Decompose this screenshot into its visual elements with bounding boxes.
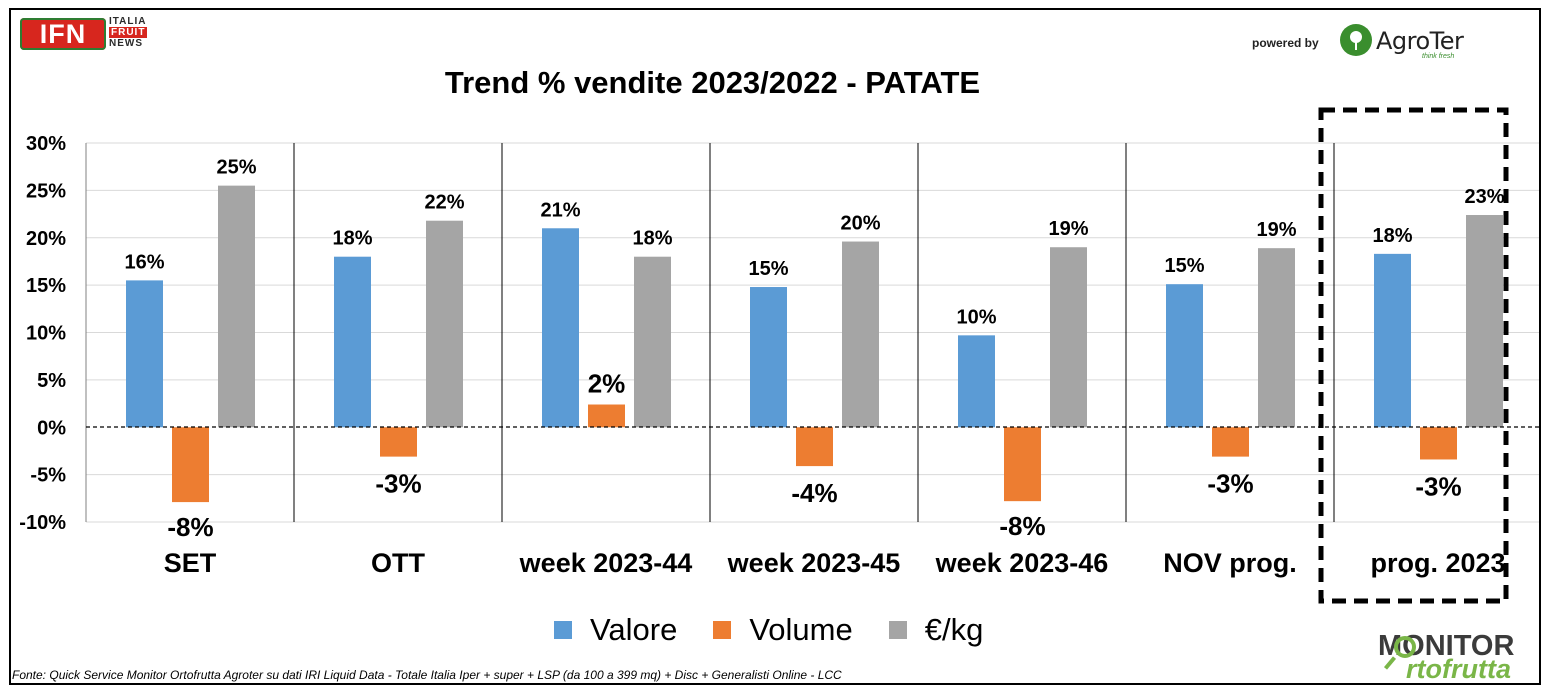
x-category-label: week 2023-45 <box>727 548 901 578</box>
bar-valore-3 <box>750 287 787 428</box>
legend-swatch-valore <box>554 621 572 639</box>
chart-frame <box>9 8 1541 685</box>
bar-volume-0 <box>172 427 209 503</box>
data-label: 22% <box>424 192 464 214</box>
ifn-word-news: NEWS <box>109 38 143 49</box>
data-label: 18% <box>632 228 672 250</box>
ifn-logo: IFN ITALIA FRUIT NEWS <box>20 16 165 52</box>
agroter-tagline: think fresh <box>1422 53 1455 60</box>
data-label: 23% <box>1464 186 1504 208</box>
data-label: 15% <box>1164 255 1204 277</box>
legend-label-valore: Valore <box>590 612 678 647</box>
legend-label-volume: Volume <box>749 612 853 647</box>
y-tick-label: 5% <box>37 370 66 392</box>
bar-volume-2 <box>588 404 625 428</box>
legend-label-prezzo: €/kg <box>924 612 984 647</box>
legend-swatch-volume <box>713 621 732 639</box>
data-label: 15% <box>748 258 788 280</box>
chart-title: Trend % vendite 2023/2022 - PATATE <box>444 65 981 100</box>
bar-valore-5 <box>1166 284 1203 428</box>
bar-valore-0 <box>126 280 163 428</box>
ifn-word-italia: ITALIA <box>109 16 147 27</box>
ifn-logo-badge: IFN <box>20 18 106 50</box>
x-category-label: prog. 2023 <box>1370 548 1505 578</box>
data-label: -3% <box>1207 469 1253 499</box>
legend-item-prezzo: €/kg <box>888 612 984 648</box>
agroter-tree-icon <box>1340 24 1372 56</box>
legend-item-valore: Valore <box>554 612 677 648</box>
data-label: -3% <box>1415 471 1461 501</box>
source-note: Fonte: Quick Service Monitor Ortofrutta … <box>12 668 842 682</box>
bar-kg-0 <box>218 185 255 428</box>
y-tick-label: -10% <box>19 512 66 534</box>
data-label: -4% <box>791 478 837 508</box>
data-label: -3% <box>375 469 421 499</box>
agroter-logo: AgroTer think fresh <box>1340 22 1470 62</box>
y-tick-label: 20% <box>26 228 66 250</box>
bar-kg-5 <box>1258 248 1295 428</box>
chart-legend: Valore Volume €/kg <box>554 610 1019 650</box>
bar-valore-4 <box>958 335 995 428</box>
data-label: 18% <box>1372 225 1412 247</box>
data-label: 19% <box>1048 218 1088 240</box>
y-tick-label: -5% <box>30 465 66 487</box>
bar-valore-2 <box>542 228 579 428</box>
x-category-label: NOV prog. <box>1163 548 1297 578</box>
bar-kg-1 <box>426 220 463 428</box>
magnifier-icon <box>1394 636 1416 658</box>
bar-volume-1 <box>380 427 417 457</box>
data-label: 2% <box>588 369 626 399</box>
x-category-label: OTT <box>371 548 425 578</box>
bar-volume-6 <box>1420 427 1457 460</box>
data-label: -8% <box>167 512 213 542</box>
bar-volume-5 <box>1212 427 1249 457</box>
y-tick-label: 10% <box>26 323 66 345</box>
bar-volume-3 <box>796 427 833 467</box>
x-category-label: week 2023-46 <box>935 548 1109 578</box>
bar-kg-2 <box>634 256 671 428</box>
powered-by-label: powered by <box>1252 36 1319 50</box>
monitor-ortofrutta-logo: MONITOR rtofrutta <box>1378 630 1538 686</box>
legend-item-volume: Volume <box>713 612 853 648</box>
data-label: 18% <box>332 228 372 250</box>
data-label: 21% <box>540 199 580 221</box>
data-label: -8% <box>999 511 1045 541</box>
agroter-name: AgroTer <box>1376 27 1464 55</box>
x-category-label: week 2023-44 <box>519 548 693 578</box>
y-tick-label: 25% <box>26 180 66 202</box>
data-label: 16% <box>124 251 164 273</box>
bar-volume-4 <box>1004 427 1041 502</box>
y-tick-label: 30% <box>26 133 66 155</box>
data-label: 19% <box>1256 219 1296 241</box>
monitor-logo-bottom: rtofrutta <box>1406 654 1511 684</box>
y-tick-label: 0% <box>37 417 66 439</box>
ifn-word-fruit: FRUIT <box>109 27 148 38</box>
bar-valore-6 <box>1374 253 1411 428</box>
ifn-logo-words: ITALIA FRUIT NEWS <box>109 16 148 49</box>
bar-kg-4 <box>1050 247 1087 428</box>
bar-kg-3 <box>842 241 879 428</box>
data-label: 10% <box>956 306 996 328</box>
bar-valore-1 <box>334 256 371 428</box>
legend-swatch-prezzo <box>888 621 907 639</box>
data-label: 25% <box>216 157 256 179</box>
bar-kg-6 <box>1466 215 1503 428</box>
y-tick-label: 15% <box>26 275 66 297</box>
highlight-box <box>1318 107 1509 604</box>
x-category-label: SET <box>164 548 217 578</box>
data-label: 20% <box>840 213 880 235</box>
